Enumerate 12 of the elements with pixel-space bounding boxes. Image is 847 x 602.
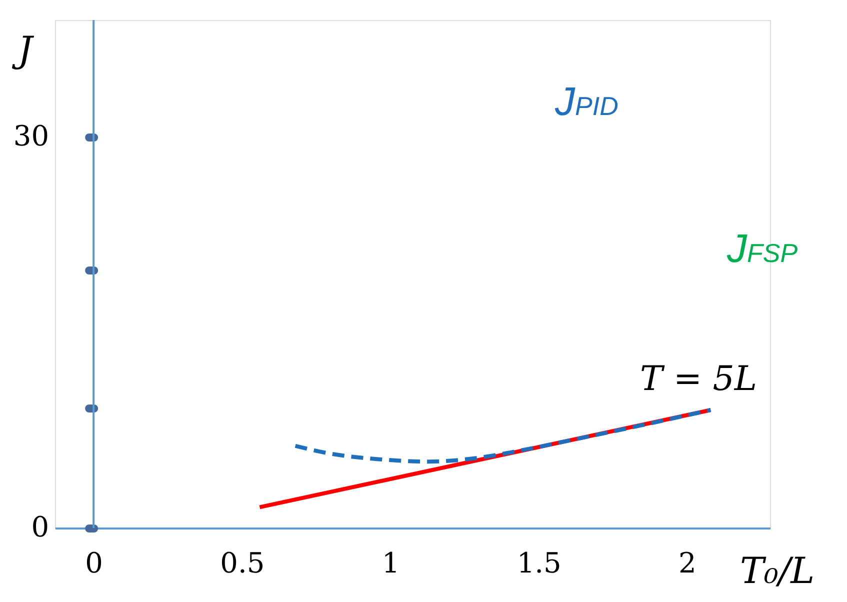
y-axis-title: J xyxy=(554,80,576,124)
annotation: JFSP xyxy=(726,227,798,271)
x-tick-label: 1.5 xyxy=(516,546,562,580)
x-tick-label: 0 xyxy=(85,546,103,580)
x-tick-label: 1 xyxy=(382,546,400,580)
y-tick-label: 30 xyxy=(13,120,50,153)
x-tick-label: 2 xyxy=(678,546,696,580)
x-axis-title: T₀/L xyxy=(740,551,814,592)
x-tick-label: 0.5 xyxy=(220,546,265,580)
annotation: T = 5L xyxy=(640,359,757,399)
text: PID xyxy=(575,91,618,121)
line-series xyxy=(293,408,713,464)
